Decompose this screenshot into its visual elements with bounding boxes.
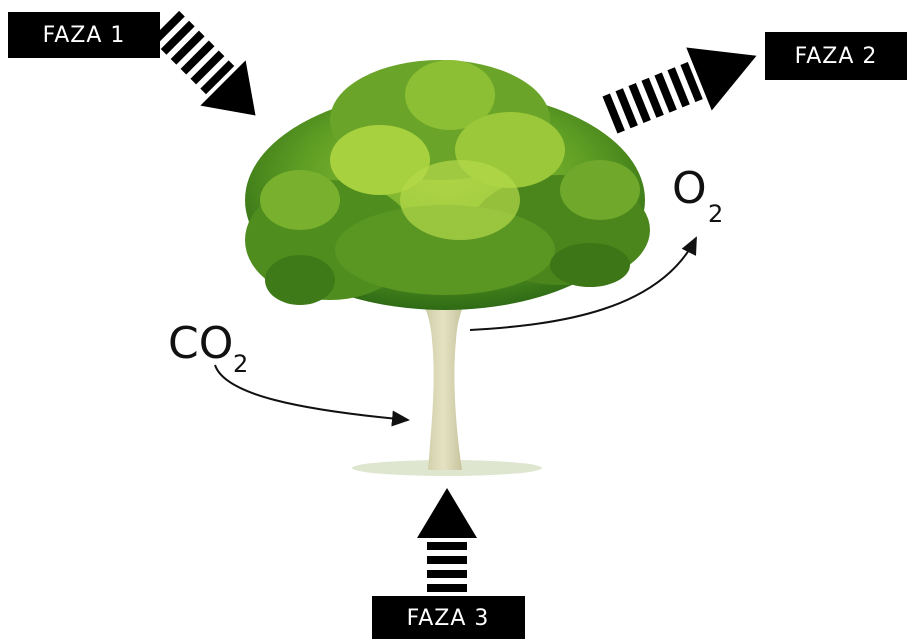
co2-subscript: 2 [233, 350, 248, 378]
tree-canopy [245, 60, 650, 310]
phase3-arrow [417, 488, 477, 592]
phase1-arrow [142, 2, 278, 138]
page: FAZA 1 FAZA 2 FAZA 3 CO 2 O 2 (() => { c… [0, 0, 912, 639]
co2-label: CO [168, 318, 233, 369]
phase1-label: FAZA 1 [43, 23, 126, 48]
phase2-arrow [597, 24, 769, 146]
phase2-label: FAZA 2 [795, 44, 878, 69]
o2-label: O [672, 163, 707, 214]
o2-subscript: 2 [708, 200, 723, 228]
diagram: FAZA 1 FAZA 2 FAZA 3 CO 2 O 2 [0, 0, 912, 639]
phase3-label: FAZA 3 [407, 606, 490, 631]
